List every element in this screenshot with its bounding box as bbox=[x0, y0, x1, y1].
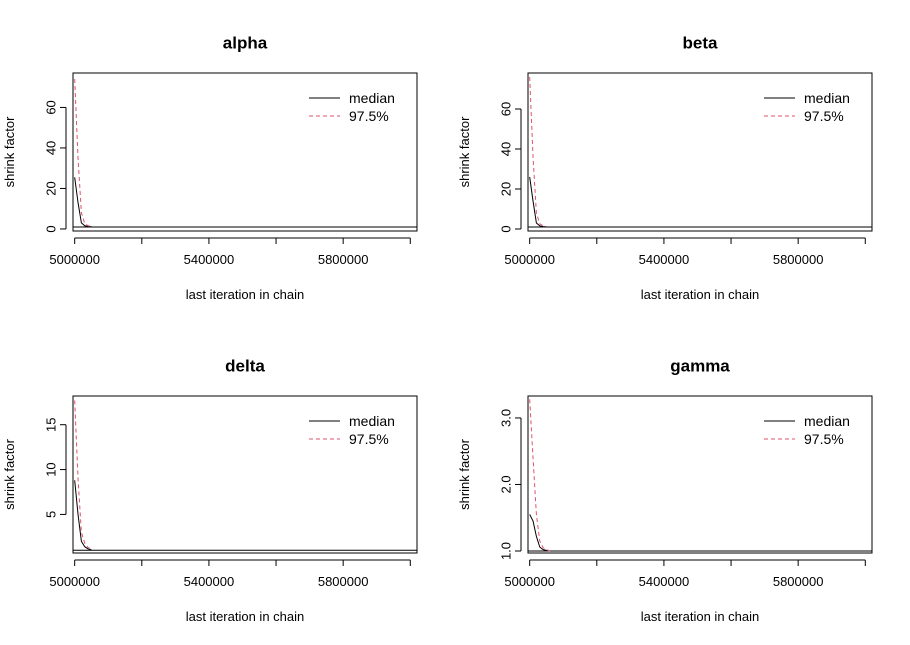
x-tick-label: 5400000 bbox=[184, 252, 235, 267]
legend-entry: 97.5% bbox=[804, 108, 844, 124]
x-tick-label: 5800000 bbox=[773, 574, 824, 589]
y-tick-label: 3.0 bbox=[498, 409, 513, 427]
x-tick-label: 5400000 bbox=[639, 574, 690, 589]
y-tick-label: 60 bbox=[498, 102, 513, 116]
x-tick-label: 5400000 bbox=[639, 252, 690, 267]
y-tick-label: 40 bbox=[498, 142, 513, 156]
y-axis-label: shrink factor bbox=[457, 438, 472, 509]
plot-frame bbox=[72, 72, 418, 232]
panel-title: gamma bbox=[670, 356, 730, 375]
x-tick-label: 5800000 bbox=[773, 252, 824, 267]
series-line-median bbox=[74, 177, 92, 228]
series-line-upper bbox=[74, 400, 92, 550]
y-tick-label: 20 bbox=[43, 181, 58, 195]
y-tick-label: 5 bbox=[43, 511, 58, 518]
y-tick-label: 40 bbox=[43, 141, 58, 155]
legend: median 97.5% bbox=[764, 413, 850, 447]
y-axis-label: shrink factor bbox=[2, 116, 17, 187]
y-axis-label: shrink factor bbox=[2, 438, 17, 509]
series-line-upper bbox=[529, 76, 547, 227]
y-tick-label: 1.0 bbox=[498, 542, 513, 560]
legend-entry: 97.5% bbox=[349, 431, 389, 447]
x-axis-label: last iteration in chain bbox=[186, 609, 305, 624]
x-tick-label: 5000000 bbox=[504, 574, 555, 589]
panel-beta: beta 5000000 5400000 5800000 0 20 40 60 last ite… bbox=[457, 33, 873, 302]
y-tick-label: 60 bbox=[43, 100, 58, 114]
plot-frame bbox=[72, 395, 418, 554]
x-axis-label: last iteration in chain bbox=[641, 609, 760, 624]
y-tick-label: 20 bbox=[498, 182, 513, 196]
x-tick-label: 5800000 bbox=[318, 574, 369, 589]
panel-delta: delta 5000000 5400000 5800000 5 10 15 last iter… bbox=[2, 356, 418, 624]
series-line-median bbox=[74, 480, 92, 551]
legend-entry: 97.5% bbox=[804, 431, 844, 447]
legend: median 97.5% bbox=[764, 90, 850, 124]
legend-entry: median bbox=[349, 413, 395, 429]
y-axis-label: shrink factor bbox=[457, 116, 472, 187]
panel-title: delta bbox=[225, 356, 265, 375]
panel-title: beta bbox=[683, 33, 719, 52]
y-tick-label: 10 bbox=[43, 462, 58, 476]
series-line-median bbox=[529, 176, 547, 228]
y-tick-label: 2.0 bbox=[498, 475, 513, 493]
legend-entry: 97.5% bbox=[349, 108, 389, 124]
x-tick-label: 5000000 bbox=[49, 574, 100, 589]
y-tick-label: 0 bbox=[498, 225, 513, 232]
series-line-upper bbox=[74, 79, 92, 227]
legend: median 97.5% bbox=[309, 413, 395, 447]
plot-frame bbox=[527, 72, 873, 232]
legend-entry: median bbox=[349, 90, 395, 106]
x-tick-label: 5800000 bbox=[318, 252, 369, 267]
panel-gamma: gamma 5000000 5400000 5800000 1.0 2.0 3.0 last … bbox=[457, 356, 873, 624]
panel-title: alpha bbox=[223, 33, 268, 52]
series-line-upper bbox=[529, 399, 550, 552]
panel-alpha: alpha 5000000 5400000 5800000 0 20 40 60 last it… bbox=[2, 33, 418, 302]
x-tick-label: 5000000 bbox=[504, 252, 555, 267]
legend: median 97.5% bbox=[309, 90, 395, 124]
x-tick-label: 5000000 bbox=[49, 252, 100, 267]
legend-entry: median bbox=[804, 413, 850, 429]
series-line-median bbox=[529, 514, 550, 552]
y-tick-label: 0 bbox=[43, 225, 58, 232]
plot-frame bbox=[527, 395, 873, 554]
x-tick-label: 5400000 bbox=[184, 574, 235, 589]
x-axis-label: last iteration in chain bbox=[641, 287, 760, 302]
y-tick-label: 15 bbox=[43, 417, 58, 431]
legend-entry: median bbox=[804, 90, 850, 106]
x-axis-label: last iteration in chain bbox=[186, 287, 305, 302]
